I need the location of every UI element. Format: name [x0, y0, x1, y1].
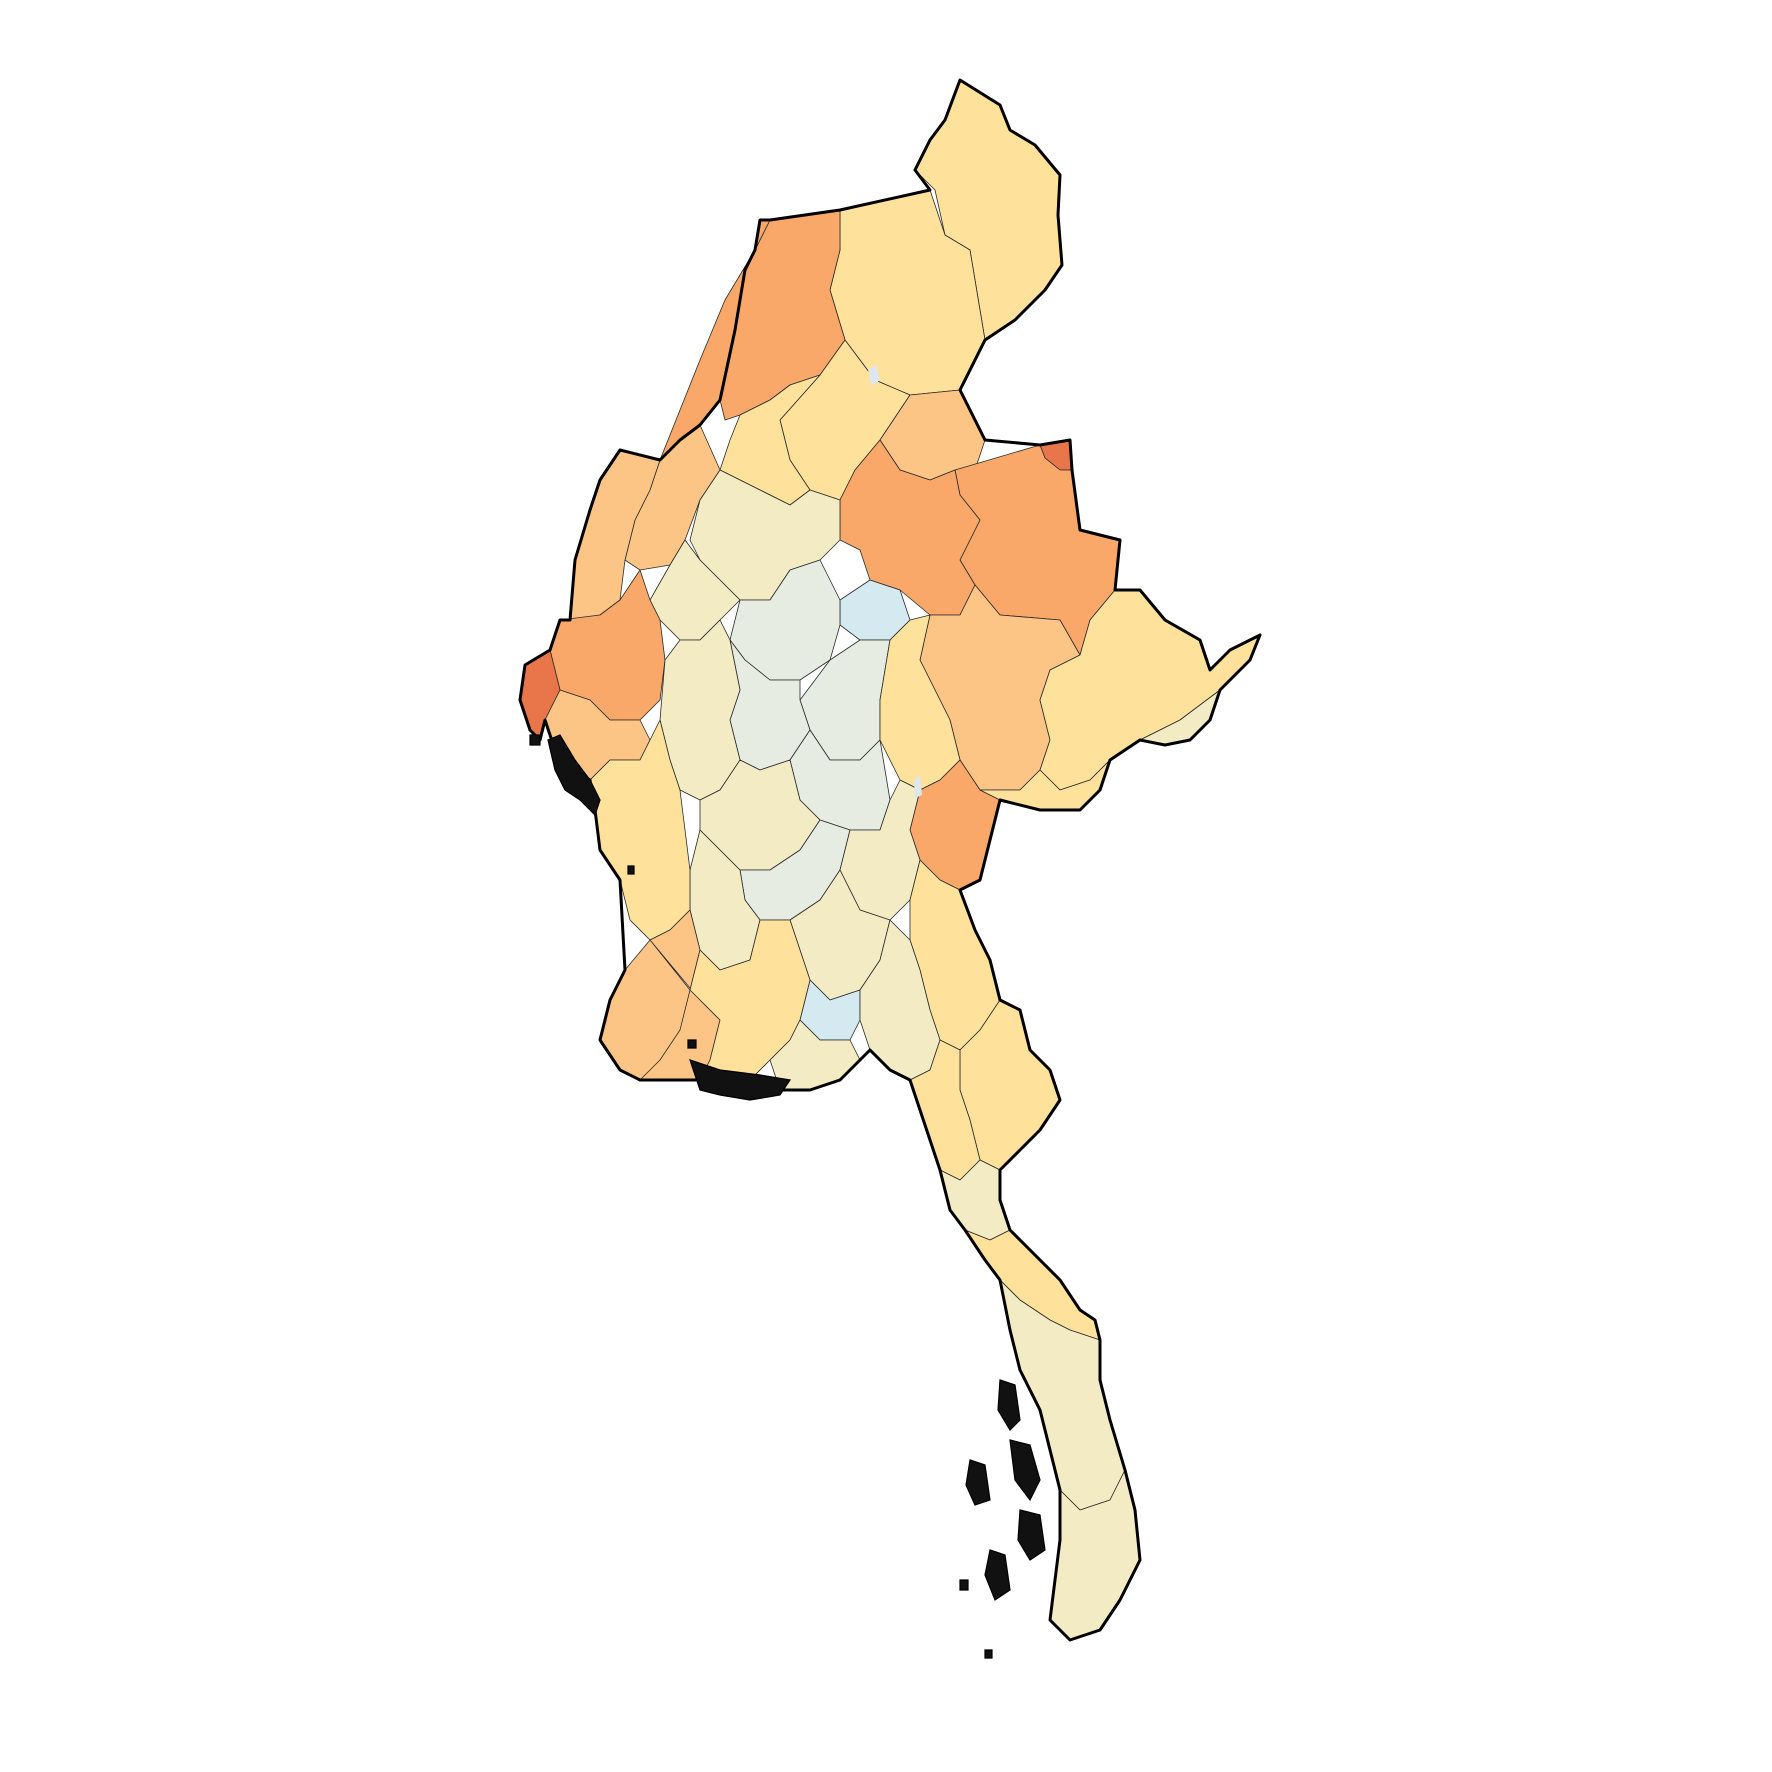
island-cluster-mergui-1 [997, 1379, 1021, 1431]
districts-layer [519, 79, 1261, 1641]
island-small-5 [984, 1649, 993, 1659]
island-cluster-ayeyarwady-delta [689, 1059, 792, 1101]
island-small-4 [959, 1579, 969, 1591]
lake-inle [914, 775, 922, 798]
country-outline [518, 78, 1262, 1642]
region-shan-central [879, 614, 961, 791]
country-outline-layer [518, 78, 1262, 1642]
island-cluster-mergui-3 [1017, 1509, 1046, 1561]
island-cluster-mergui-2 [1009, 1439, 1041, 1502]
coastal-islands-layer [529, 734, 1046, 1659]
island-cluster-rakhine [547, 734, 601, 817]
island-cluster-mergui-5 [965, 1459, 991, 1506]
island-small-3 [687, 1039, 697, 1049]
island-small-1 [529, 734, 541, 746]
island-small-2 [627, 865, 635, 875]
lake-indawgyi [868, 365, 880, 386]
island-cluster-mergui-4 [984, 1549, 1011, 1601]
